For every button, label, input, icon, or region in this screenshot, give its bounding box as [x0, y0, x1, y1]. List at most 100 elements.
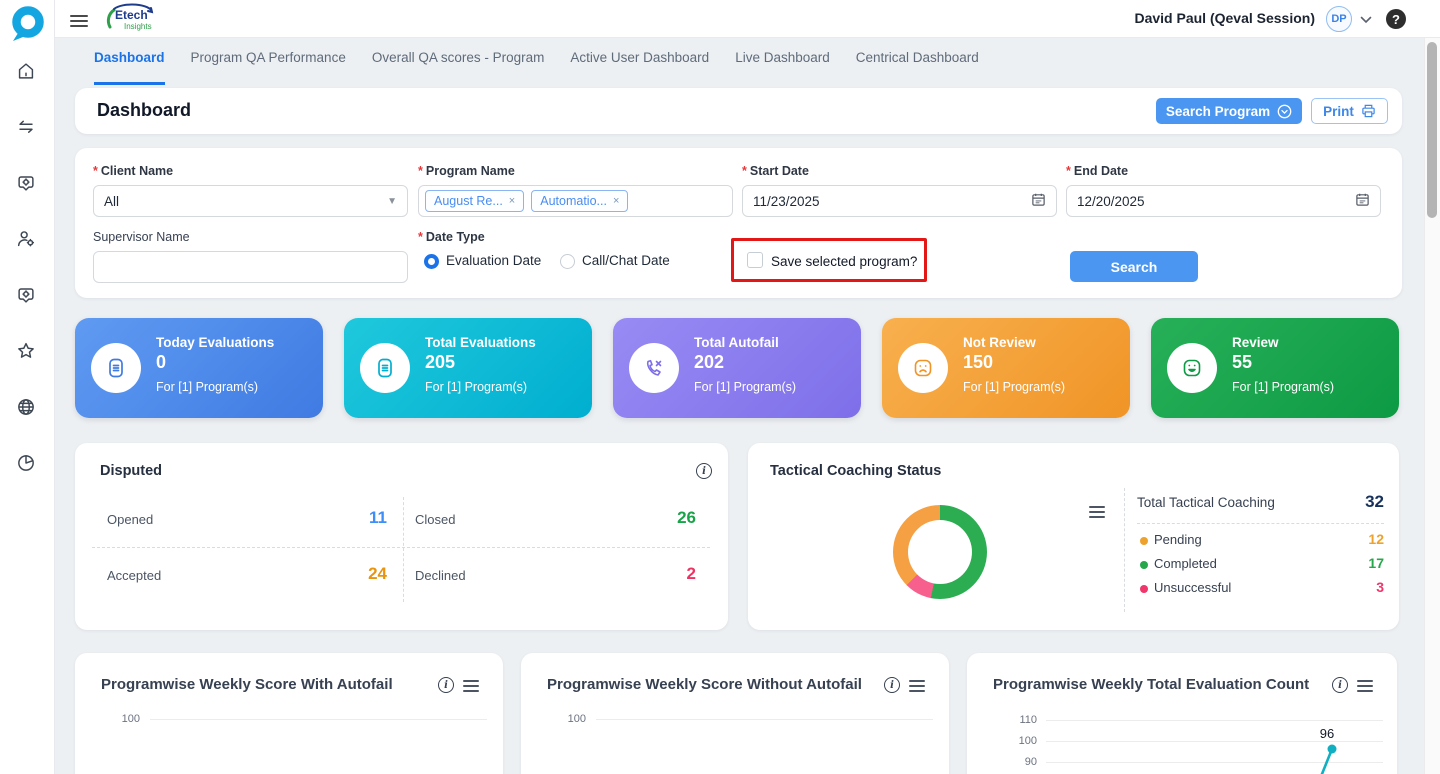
stat-subtitle: For [1] Program(s) [425, 380, 528, 394]
chart-menu-icon[interactable] [463, 677, 479, 695]
chart-title: Programwise Weekly Score Without Autofai… [547, 676, 862, 693]
start-date-value: 11/23/2025 [753, 193, 820, 209]
save-selected-program-checkbox[interactable] [747, 252, 763, 268]
required-asterisk: * [93, 164, 98, 178]
disputed-closed-value: 26 [677, 508, 696, 527]
tab-live-dashboard[interactable]: Live Dashboard [735, 50, 830, 65]
info-icon[interactable]: i [438, 677, 454, 693]
qa-badge-icon[interactable] [13, 170, 39, 196]
evaluation-count-line-chart: 96 [1320, 726, 1337, 774]
chip-close-icon[interactable]: × [612, 195, 620, 207]
page-title-bar: Dashboard Search Program Print [75, 88, 1402, 134]
call-chat-date-radio[interactable] [560, 254, 575, 269]
data-point-label: 96 [1320, 726, 1334, 741]
supervisor-name-input[interactable] [93, 251, 408, 283]
disputed-opened-value: 11 [369, 508, 387, 527]
print-button[interactable]: Print [1311, 98, 1388, 124]
scrollbar-track[interactable] [1424, 38, 1440, 774]
client-name-select[interactable]: All ▼ [93, 185, 408, 217]
calendar-icon[interactable] [1355, 192, 1370, 210]
chevron-circle-icon [1277, 104, 1292, 118]
home-icon[interactable] [13, 58, 39, 84]
avatar[interactable]: DP [1326, 6, 1352, 32]
gridline [596, 719, 933, 720]
divider [403, 497, 404, 602]
divider [1124, 488, 1125, 612]
scrollbar-thumb[interactable] [1427, 42, 1437, 218]
gridline [150, 719, 487, 720]
tactical-coaching-panel: Tactical Coaching Status Total Tactical … [748, 443, 1399, 630]
info-icon[interactable]: i [1332, 677, 1348, 693]
program-chip[interactable]: August Re... × [425, 190, 525, 212]
tab-overall-qa-scores[interactable]: Overall QA scores - Program [371, 50, 545, 65]
start-date-input[interactable]: 11/23/2025 [742, 185, 1057, 217]
chart-menu-icon[interactable] [1357, 677, 1373, 695]
search-program-button[interactable]: Search Program [1156, 98, 1302, 124]
qeval-logo-icon[interactable] [8, 4, 48, 44]
qa-badge-icon-2[interactable] [13, 282, 39, 308]
disputed-title: Disputed [100, 463, 163, 479]
unsuccessful-label: Unsuccessful [1154, 580, 1232, 595]
gridline [1046, 720, 1383, 721]
star-icon[interactable] [13, 338, 39, 364]
chart-menu-icon[interactable] [909, 677, 925, 695]
disputed-declined-label: Declined [415, 568, 466, 583]
required-asterisk: * [742, 164, 747, 178]
chevron-down-icon[interactable] [1359, 13, 1373, 31]
supervisor-name-label: Supervisor Name [93, 230, 190, 244]
unsuccessful-dot [1140, 585, 1148, 593]
save-selected-program-label[interactable]: Save selected program? [771, 254, 918, 269]
pending-label: Pending [1154, 532, 1202, 547]
note-lines-icon [360, 343, 410, 393]
evaluation-date-radio-label[interactable]: Evaluation Date [446, 253, 542, 268]
stat-title: Today Evaluations [156, 335, 275, 350]
user-settings-icon[interactable] [13, 226, 39, 252]
disputed-accepted-label: Accepted [107, 568, 162, 583]
disputed-closed-label: Closed [415, 512, 456, 527]
etech-insights-logo: Etech Insights [102, 3, 160, 35]
search-button[interactable]: Search [1070, 251, 1198, 282]
call-chat-date-radio-label[interactable]: Call/Chat Date [582, 253, 670, 268]
evaluation-date-radio[interactable] [424, 254, 439, 269]
y-tick: 100 [567, 713, 586, 725]
divider [1137, 523, 1384, 524]
user-name: David Paul (Qeval Session) [1134, 10, 1315, 26]
program-chip[interactable]: Automatio... × [531, 190, 629, 212]
stat-title: Total Autofail [694, 335, 779, 350]
red-annotation-box [731, 238, 927, 282]
tactical-total-label: Total Tactical Coaching [1137, 495, 1275, 510]
unsuccessful-value: 3 [1376, 579, 1384, 595]
page-title: Dashboard [97, 100, 192, 120]
happy-face-icon [1167, 343, 1217, 393]
tactical-total-value: 32 [1365, 492, 1384, 511]
print-label: Print [1323, 103, 1354, 119]
tab-active-user-dashboard[interactable]: Active User Dashboard [570, 50, 710, 65]
chart-menu-icon[interactable] [1089, 503, 1105, 521]
stat-title: Review [1232, 335, 1279, 350]
help-icon[interactable]: ? [1386, 9, 1406, 29]
tab-centrical-dashboard[interactable]: Centrical Dashboard [855, 50, 979, 65]
swap-arrows-icon[interactable] [13, 114, 39, 140]
program-name-multiselect[interactable]: August Re... × Automatio... × [418, 185, 733, 217]
tab-program-qa-performance[interactable]: Program QA Performance [190, 50, 346, 65]
calendar-icon[interactable] [1031, 192, 1046, 210]
divider [92, 547, 710, 548]
tab-dashboard[interactable]: Dashboard [94, 50, 165, 85]
end-date-input[interactable]: 12/20/2025 [1066, 185, 1381, 217]
y-tick: 110 [1019, 714, 1037, 726]
stat-subtitle: For [1] Program(s) [963, 380, 1066, 394]
stat-card-not-review: Not Review 150 For [1] Program(s) [882, 318, 1130, 418]
globe-icon[interactable] [13, 394, 39, 420]
pie-chart-icon[interactable] [13, 450, 39, 476]
required-asterisk: * [418, 164, 423, 178]
search-program-label: Search Program [1165, 103, 1271, 119]
info-icon[interactable]: i [884, 677, 900, 693]
hamburger-menu-icon[interactable] [70, 12, 88, 30]
stat-value: 0 [156, 352, 167, 372]
info-icon[interactable]: i [696, 463, 712, 479]
left-sidebar [0, 0, 55, 774]
chart-card-score-without-autofail: Programwise Weekly Score Without Autofai… [521, 653, 949, 774]
end-date-value: 12/20/2025 [1077, 193, 1145, 209]
chip-close-icon[interactable]: × [508, 195, 516, 207]
